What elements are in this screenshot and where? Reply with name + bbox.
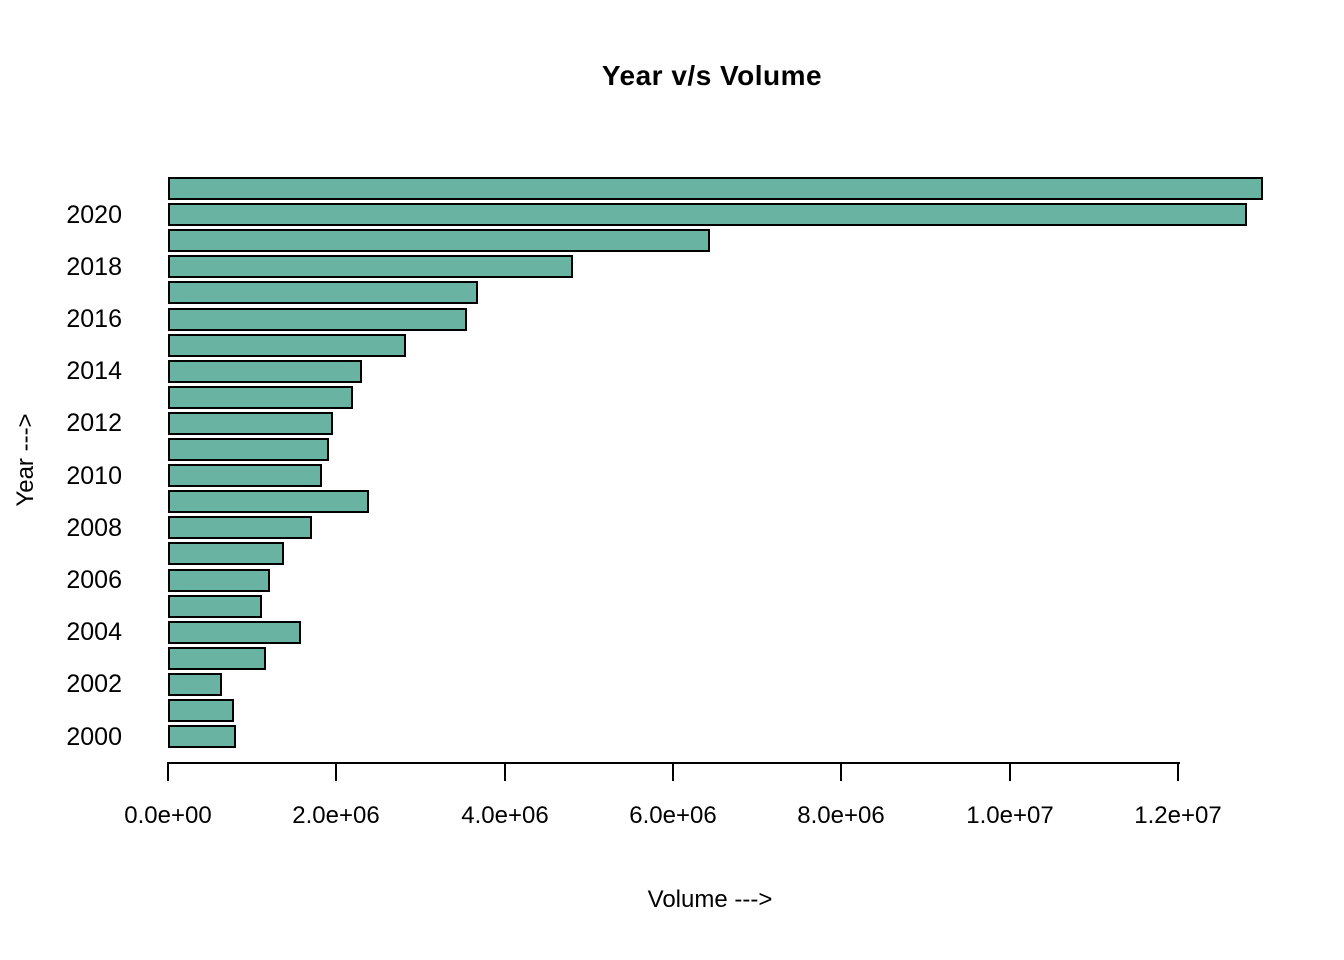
x-tick <box>1009 762 1011 781</box>
y-tick-label-2018: 2018 <box>66 253 122 281</box>
x-axis-line <box>168 762 1180 764</box>
plot-area <box>168 177 1278 749</box>
bar-year-2013 <box>168 386 353 409</box>
bar-year-2001 <box>168 699 234 722</box>
x-tick-label: 0.0e+00 <box>124 802 212 829</box>
x-tick <box>1177 762 1179 781</box>
bar-year-2003 <box>168 647 266 670</box>
bar-year-2005 <box>168 595 262 618</box>
bar-year-2006 <box>168 569 270 592</box>
x-tick <box>840 762 842 781</box>
chart-title: Year v/s Volume <box>601 60 823 91</box>
y-tick-label-2008: 2008 <box>66 514 122 542</box>
x-tick-label: 6.0e+06 <box>629 802 717 829</box>
y-tick-label-2002: 2002 <box>66 670 122 698</box>
x-tick-label: 1.0e+07 <box>966 802 1054 829</box>
bar-year-2011 <box>168 438 329 461</box>
y-tick-label-2020: 2020 <box>66 201 122 229</box>
bar-year-2020 <box>168 203 1247 226</box>
y-tick-label-2016: 2016 <box>66 305 122 333</box>
bar-year-2008 <box>168 516 312 539</box>
bar-year-2004 <box>168 621 301 644</box>
bar-year-2018 <box>168 255 573 278</box>
y-tick-label-2004: 2004 <box>66 618 122 646</box>
bar-year-2019 <box>168 229 710 252</box>
bar-year-2015 <box>168 334 406 357</box>
x-tick <box>335 762 337 781</box>
x-axis-title: Volume ---> <box>647 886 773 913</box>
y-tick-label-2006: 2006 <box>66 566 122 594</box>
x-tick-label: 1.2e+07 <box>1134 802 1222 829</box>
bar-year-2017 <box>168 281 478 304</box>
bar-year-2007 <box>168 542 284 565</box>
x-tick <box>504 762 506 781</box>
x-tick <box>672 762 674 781</box>
bar-year-2010 <box>168 464 322 487</box>
bar-year-2016 <box>168 308 467 331</box>
bar-year-2012 <box>168 412 333 435</box>
x-tick <box>167 762 169 781</box>
y-tick-label-2014: 2014 <box>66 357 122 385</box>
bar-year-2009 <box>168 490 369 513</box>
bar-year-2021 <box>168 177 1263 200</box>
x-tick-label: 4.0e+06 <box>461 802 549 829</box>
x-tick-label: 2.0e+06 <box>292 802 380 829</box>
y-tick-label-2012: 2012 <box>66 409 122 437</box>
y-tick-label-2010: 2010 <box>66 462 122 490</box>
y-tick-label-2000: 2000 <box>66 723 122 751</box>
bar-year-2002 <box>168 673 222 696</box>
x-tick-label: 8.0e+06 <box>797 802 885 829</box>
bar-year-2014 <box>168 360 362 383</box>
bar-year-2000 <box>168 725 236 748</box>
